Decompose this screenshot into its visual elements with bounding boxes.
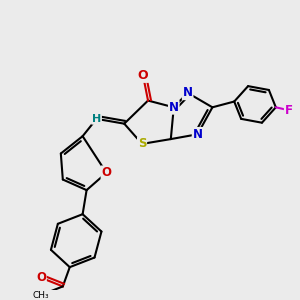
Text: N: N [169,101,179,114]
Text: N: N [183,86,193,99]
Text: S: S [138,137,146,150]
Text: H: H [92,114,101,124]
Text: O: O [36,271,46,284]
Text: O: O [138,69,148,82]
Text: O: O [101,166,111,179]
Text: CH₃: CH₃ [33,291,49,300]
Text: N: N [193,128,202,141]
Text: F: F [285,104,293,117]
